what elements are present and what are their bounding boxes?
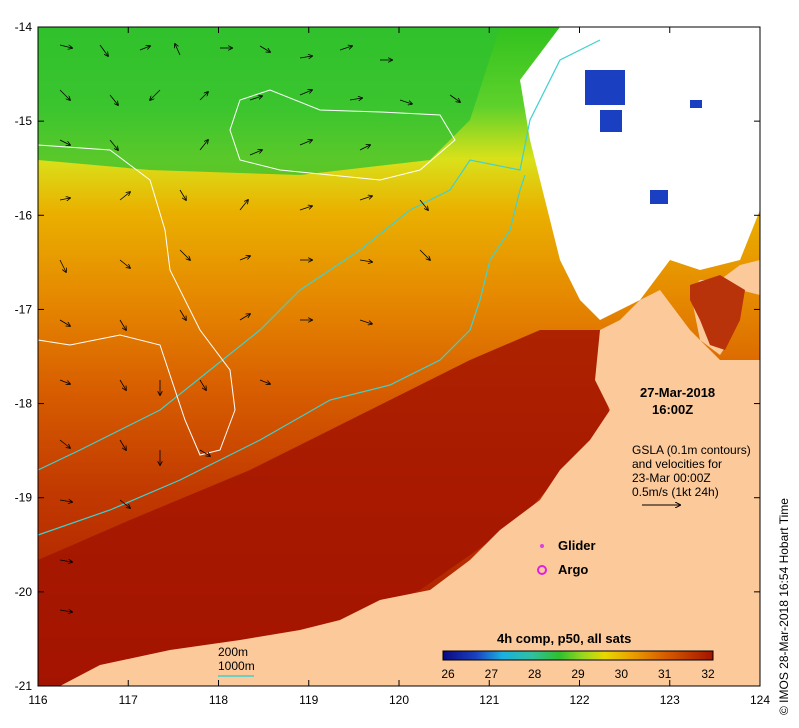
lat-tick-labels: -14 -15 -16 -17 -18 -19 -20 -21 [15, 20, 33, 693]
lat-tick-label: -17 [15, 302, 33, 316]
lat-tick-label: -18 [15, 397, 33, 411]
lon-tick-label: 119 [299, 693, 318, 707]
lon-tick-label: 120 [389, 693, 409, 707]
velocity-arrows [59, 44, 460, 612]
axis-ticks [37, 26, 761, 687]
argo-symbol [537, 565, 547, 575]
argo-label: Argo [558, 562, 588, 577]
lon-tick-label: 118 [209, 693, 228, 707]
gsla-contours [37, 89, 456, 456]
map-date: 27-Mar-2018 [640, 385, 715, 400]
gsla-line-2: and velocities for [632, 457, 722, 471]
credit-text: © IMOS 28-Mar-2018 16:54 Hobart Time [777, 498, 791, 715]
lat-tick-label: -19 [15, 491, 33, 505]
lon-tick-label: 117 [119, 693, 138, 707]
lon-tick-label: 116 [28, 693, 47, 707]
colorbar [442, 650, 714, 661]
land-mass [60, 260, 760, 686]
colorbar-tick-label: 26 [441, 667, 455, 681]
lat-tick-label: -20 [15, 585, 33, 599]
lon-tick-label: 121 [479, 693, 499, 707]
isobath-1000-label: 1000m [218, 659, 255, 673]
cool-water-region [38, 27, 500, 175]
lon-tick-label: 123 [660, 693, 680, 707]
warm-water-region [38, 330, 610, 686]
gsla-line-1: GSLA (0.1m contours) [632, 443, 751, 457]
colorbar-tick-labels: 26 27 28 29 30 31 32 [441, 667, 715, 681]
colorbar-tick-label: 30 [615, 667, 629, 681]
isobath-1000m [37, 39, 601, 471]
gsla-line-4: 0.5m/s (1kt 24h) [632, 485, 719, 499]
map-time: 16:00Z [652, 402, 693, 417]
coastal-bay [690, 275, 745, 350]
lat-tick-label: -21 [15, 679, 33, 693]
colorbar-tick-label: 31 [658, 667, 672, 681]
isobath-200m [37, 174, 526, 536]
colorbar-title: 4h comp, p50, all sats [497, 631, 631, 646]
colorbar-tick-label: 27 [485, 667, 499, 681]
lon-tick-label: 124 [750, 693, 770, 707]
cold-patches [585, 70, 702, 204]
lon-tick-label: 122 [569, 693, 589, 707]
glider-label: Glider [558, 538, 596, 553]
glider-symbol [540, 544, 544, 548]
lat-tick-label: -16 [15, 208, 33, 222]
colorbar-tick-label: 28 [528, 667, 542, 681]
colorbar-tick-label: 29 [571, 667, 585, 681]
lon-tick-labels: 116 117 118 119 120 121 122 123 124 [28, 693, 770, 707]
lat-tick-label: -15 [15, 114, 33, 128]
lat-tick-label: -14 [15, 20, 33, 34]
gsla-line-3: 23-Mar 00:00Z [632, 471, 711, 485]
isobath-200-label: 200m [218, 645, 248, 659]
colorbar-tick-label: 32 [701, 667, 715, 681]
